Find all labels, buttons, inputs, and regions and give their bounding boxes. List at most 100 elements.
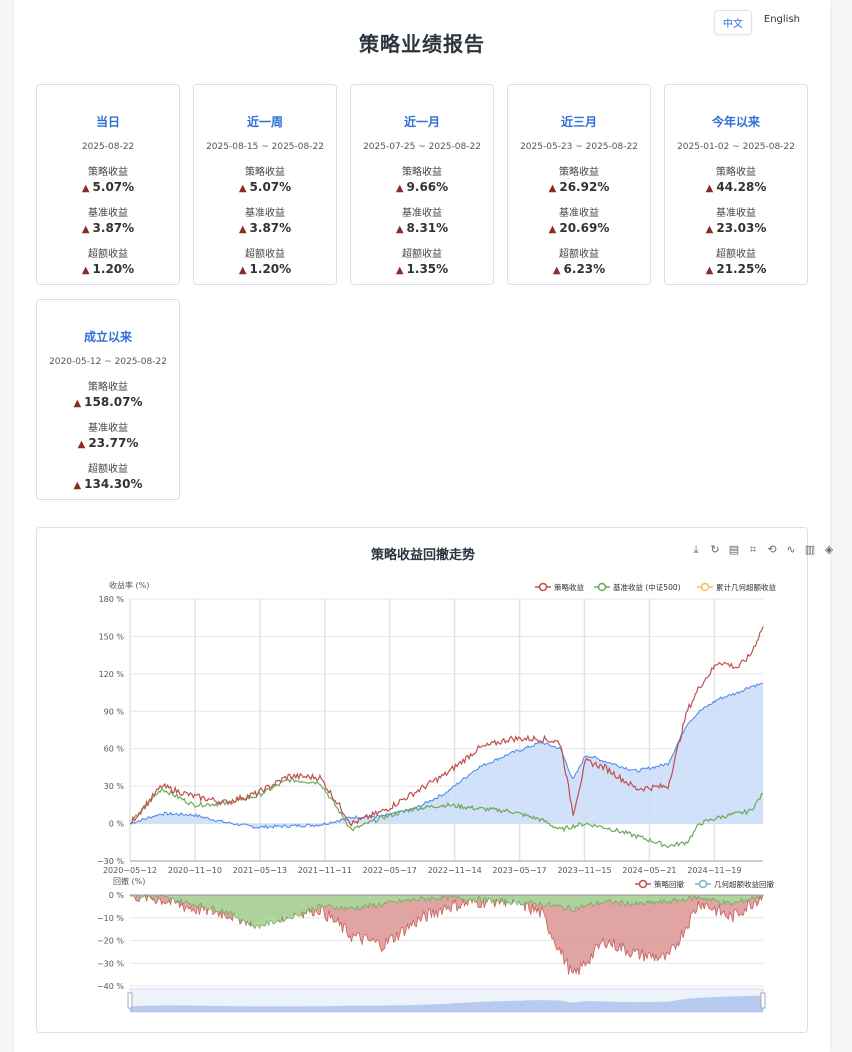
top-y-tick-label: 180 % [99,595,125,604]
bar-chart-icon[interactable]: ▥ [804,543,816,556]
excess-drawdown-area [129,893,764,930]
card-date-range: 2025-07-25 ~ 2025-08-22 [363,142,481,152]
top-y-tick-label: 120 % [99,670,125,679]
metric-value: ▲ 5.07% [194,180,336,194]
zoom-reset-icon[interactable]: ⟲ [767,543,777,556]
card-title: 近一月 [403,115,440,129]
metric-label: 策略收益 [245,167,285,178]
report-page: 中文 English 策略业绩报告 当日 2025-08-22 策略收益 ▲ 5.07%… [14,0,833,1052]
bottom-y-tick-label: 0 % [109,891,125,900]
metric-label: 基准收益 [88,423,128,434]
metric-number: 9.66% [406,180,449,194]
stack-icon[interactable]: ◈ [824,543,834,556]
metric-number: 3.87% [92,221,135,235]
bottom-y-tick-label: −30 % [97,959,124,968]
download-icon[interactable]: ⤓ [693,543,699,556]
up-arrow-icon: ▲ [395,183,404,194]
up-arrow-icon: ▲ [81,265,90,276]
card-date-range: 2020-05-12 ~ 2025-08-22 [49,357,167,367]
zoom-handle-right [760,992,766,1009]
metric-label: 基准收益 [716,208,756,219]
x-tick-label: 2021−11−11 [298,866,352,875]
period-card: 当日 2025-08-22 策略收益 ▲ 5.07% 基准收益 ▲ 3.87% 超额收益 ▲ 1.2… [36,84,180,285]
metric-label: 超额收益 [559,249,599,260]
period-card: 今年以来 2025-01-02 ~ 2025-08-22 策略收益 ▲ 44.28% 基准… [664,84,808,285]
top-y-tick-label: 0 % [109,820,125,829]
top-axis-title: 收益率 (%) [109,580,149,590]
metric-number: 20.69% [559,221,610,235]
up-arrow-icon: ▲ [73,398,82,409]
x-tick-label: 2024−05−21 [622,866,676,875]
metric-label: 基准收益 [402,208,442,219]
metric-number: 5.07% [249,180,292,194]
metric-number: 1.20% [249,262,292,276]
up-arrow-icon: ▲ [552,265,561,276]
metric-value: ▲ 23.03% [665,221,807,235]
excess-line [129,682,764,830]
period-card: 近一月 2025-07-25 ~ 2025-08-22 策略收益 ▲ 9.66% 基准收益… [350,84,494,285]
x-tick-label: 2024−11−19 [687,866,741,875]
metric-value: ▲ 158.07% [37,395,179,409]
zoom-slider-preview [130,995,763,1012]
lang-zh-button[interactable]: 中文 [713,10,752,35]
bottom-axis-title: 回撤 (%) [113,876,145,886]
up-arrow-icon: ▲ [238,183,247,194]
zoom-icon[interactable]: ⌗ [749,543,757,556]
chart-title: 策略收益回撤走势 [370,548,475,563]
legend-label: 基准收益 (中证500) [613,582,681,592]
refresh-icon[interactable]: ↻ [710,543,720,556]
lang-en-button[interactable]: English [763,14,800,25]
card-date-range: 2025-01-02 ~ 2025-08-22 [677,142,795,152]
metric-value: ▲ 20.69% [508,221,650,235]
metric-number: 1.35% [406,262,449,276]
metric-label: 基准收益 [88,208,128,219]
excess-area [130,683,763,829]
legend-marker [698,879,708,889]
language-switch: 中文 English [713,10,808,35]
page-title: 策略业绩报告 [359,32,485,56]
top-y-tick-label: 90 % [104,707,125,716]
metric-label: 超额收益 [245,249,285,260]
legend-marker [700,582,710,592]
metric-number: 134.30% [84,477,143,491]
up-arrow-icon: ▲ [81,183,90,194]
up-arrow-icon: ▲ [81,224,90,235]
x-tick-label: 2020−11−10 [168,866,222,875]
metric-label: 策略收益 [88,167,128,178]
x-tick-label: 2023−11−15 [557,866,611,875]
metric-value: ▲ 1.35% [351,262,493,276]
metric-value: ▲ 9.66% [351,180,493,194]
bottom-y-tick-label: −10 % [97,914,124,923]
zoom-handle-left [127,992,133,1009]
metric-label: 基准收益 [245,208,285,219]
up-arrow-icon: ▲ [395,265,404,276]
up-arrow-icon: ▲ [238,265,247,276]
period-card: 近三月 2025-05-23 ~ 2025-08-22 策略收益 ▲ 26.92% 基准收… [507,84,651,285]
period-card: 成立以来 2020-05-12 ~ 2025-08-22 策略收益 ▲ 158.07% 基… [36,299,180,500]
metric-number: 23.03% [716,221,767,235]
up-arrow-icon: ▲ [77,439,86,450]
card-date-range: 2025-08-15 ~ 2025-08-22 [206,142,324,152]
card-title: 今年以来 [711,115,760,129]
metric-value: ▲ 5.07% [37,180,179,194]
legend-label: 策略收益 [554,582,584,592]
card-title: 成立以来 [83,330,132,344]
metric-value: ▲ 134.30% [37,477,179,491]
legend-marker [538,582,548,592]
metric-number: 3.87% [249,221,292,235]
metric-value: ▲ 1.20% [37,262,179,276]
metric-number: 5.07% [92,180,135,194]
up-arrow-icon: ▲ [548,224,557,235]
legend-label: 几何超额收益回撤 [714,879,774,889]
metric-label: 策略收益 [559,167,599,178]
metric-number: 6.23% [563,262,606,276]
metric-value: ▲ 44.28% [665,180,807,194]
metric-label: 超额收益 [88,249,128,260]
line-chart-icon[interactable]: ∿ [786,543,796,556]
x-tick-label: 2020−05−12 [103,866,157,875]
metric-value: ▲ 1.20% [194,262,336,276]
legend-marker [597,582,607,592]
metric-number: 23.77% [88,436,139,450]
data-view-icon[interactable]: ▤ [728,543,740,556]
up-arrow-icon: ▲ [705,183,714,194]
